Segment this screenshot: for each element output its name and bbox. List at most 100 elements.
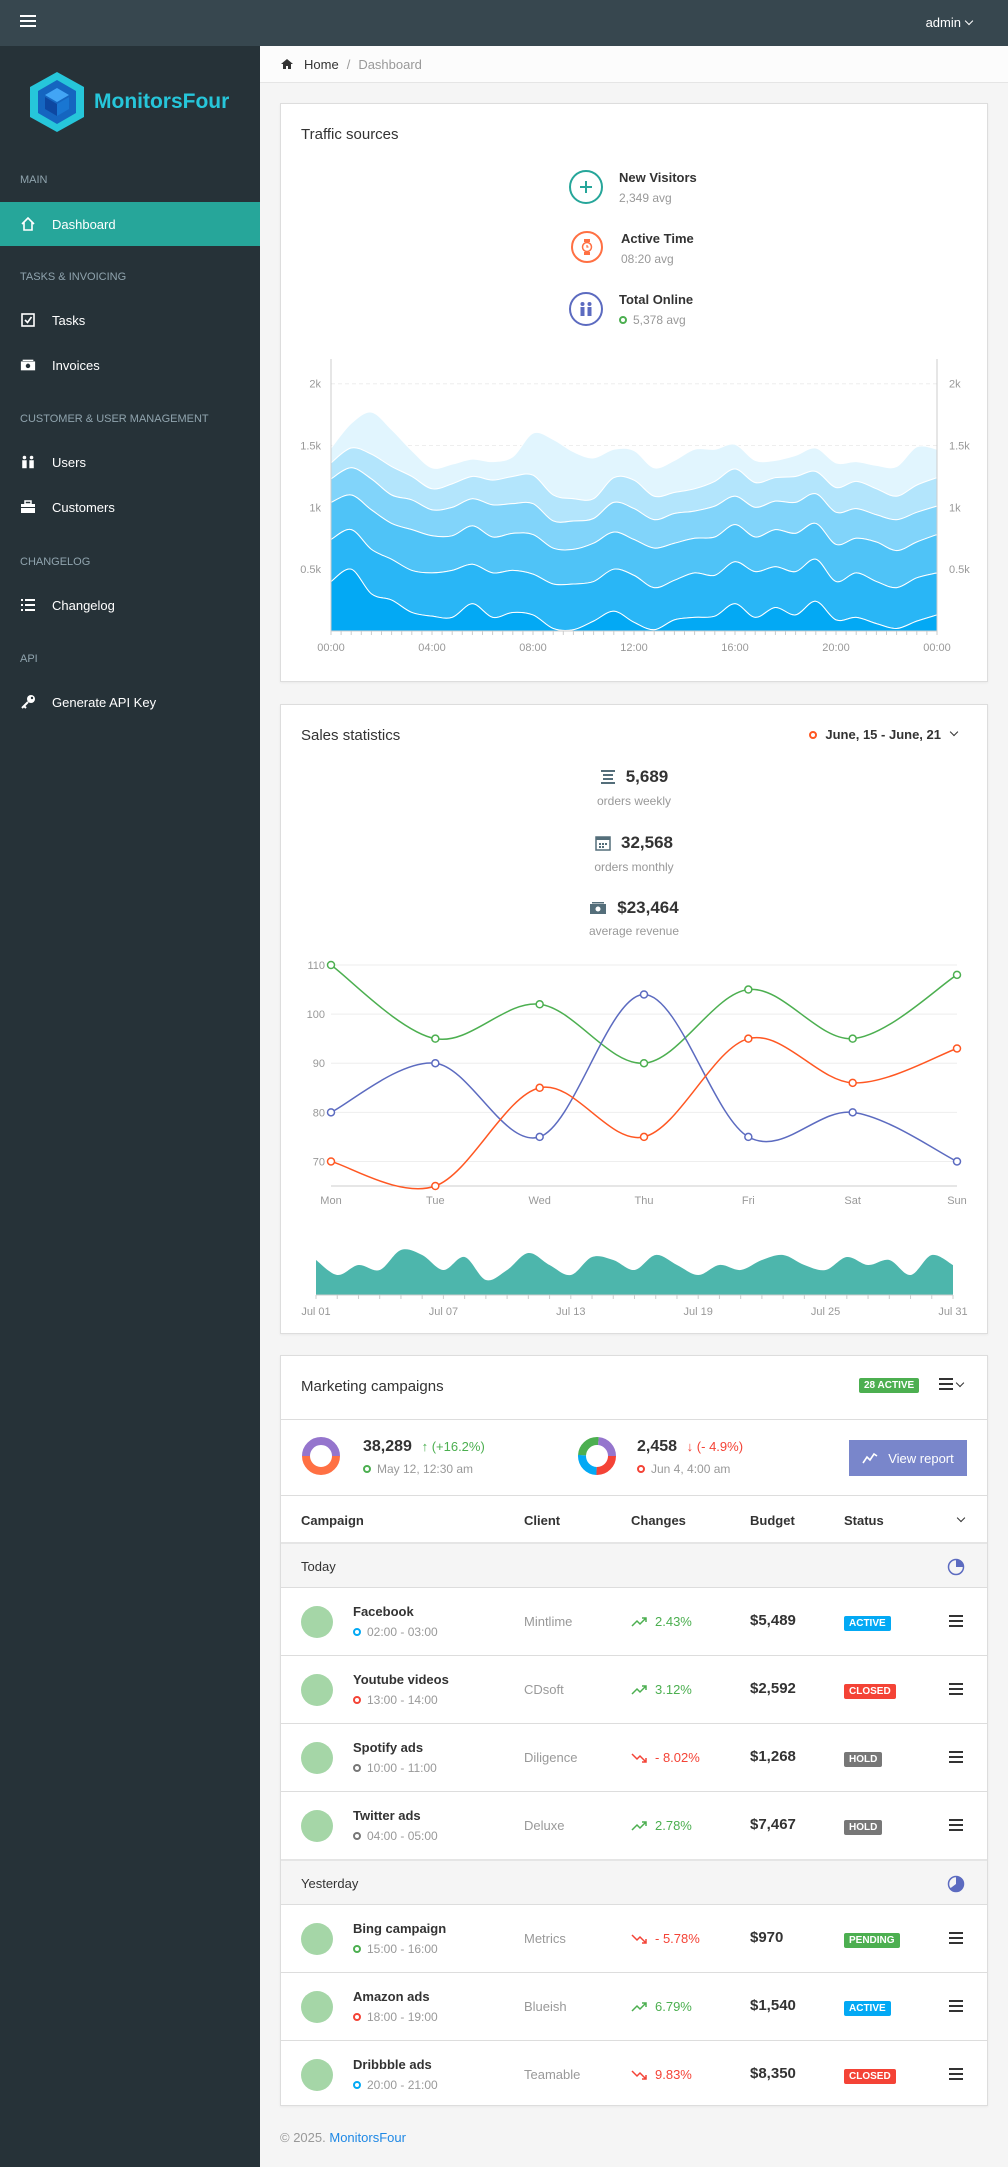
trending-up-icon xyxy=(631,1820,647,1831)
budget-value: $1,268 xyxy=(750,1748,796,1765)
date-range-picker[interactable]: June, 15 - June, 21 xyxy=(809,727,959,742)
status-dot xyxy=(353,1764,361,1772)
pie-chart-icon[interactable] xyxy=(947,1875,965,1893)
row-menu-icon[interactable] xyxy=(949,2068,963,2080)
chevron-down-icon[interactable] xyxy=(956,1513,966,1523)
table-row[interactable]: Facebook 02:00 - 03:00 Mintlime 2.43% $5… xyxy=(281,1588,987,1656)
summary-value: 38,289 xyxy=(363,1438,412,1455)
row-menu-icon[interactable] xyxy=(949,1683,963,1695)
row-menu-icon[interactable] xyxy=(949,1751,963,1763)
campaign-name[interactable]: Youtube videos xyxy=(353,1672,449,1687)
view-report-button[interactable]: View report xyxy=(849,1440,967,1476)
stat-value: 5,689 xyxy=(625,767,669,786)
avatar xyxy=(301,2059,333,2091)
campaigns-menu[interactable] xyxy=(939,1378,965,1393)
sidebar-item-invoices[interactable]: Invoices xyxy=(0,343,260,387)
x-tick-label: 08:00 xyxy=(519,642,547,654)
client-name: CDsoft xyxy=(524,1682,564,1697)
avatar xyxy=(301,1742,333,1774)
mini-area xyxy=(316,1249,953,1295)
trending-down-icon xyxy=(631,1933,647,1944)
divider xyxy=(281,1495,987,1496)
list-icon xyxy=(20,597,36,613)
user-menu[interactable]: admin xyxy=(925,15,974,30)
people-icon xyxy=(569,292,603,326)
group-label: Yesterday xyxy=(301,1876,359,1891)
x-tick-label: Jul 31 xyxy=(938,1306,967,1318)
column-header-client[interactable]: Client xyxy=(524,1513,561,1528)
change-value: - 5.78% xyxy=(655,1931,700,1946)
row-menu-icon[interactable] xyxy=(949,1932,963,1944)
column-header-budget[interactable]: Budget xyxy=(750,1513,795,1528)
stat-value: 5,378 avg xyxy=(633,313,686,327)
divider xyxy=(281,1419,987,1420)
campaign-time: 10:00 - 11:00 xyxy=(367,1761,437,1775)
sidebar-item-dashboard[interactable]: Dashboard xyxy=(0,202,260,246)
plus-icon xyxy=(569,170,603,204)
x-tick-label: Wed xyxy=(528,1195,550,1207)
table-row[interactable]: Bing campaign 15:00 - 16:00 Metrics - 5.… xyxy=(281,1905,987,1973)
sidebar-item-customers[interactable]: Customers xyxy=(0,485,260,529)
y-tick-label: 90 xyxy=(313,1058,325,1070)
sidebar-item-changelog[interactable]: Changelog xyxy=(0,583,260,627)
marketing-campaigns-card: Marketing campaigns 28 active 38,289 ↑ (… xyxy=(280,1355,988,2106)
avatar xyxy=(301,1606,333,1638)
table-row[interactable]: Twitter ads 04:00 - 05:00 Deluxe 2.78% $… xyxy=(281,1792,987,1860)
summary-time: Jun 4, 4:00 am xyxy=(651,1462,731,1476)
trending-up-icon xyxy=(631,1684,647,1695)
x-tick-label: 04:00 xyxy=(418,642,446,654)
budget-value: $2,592 xyxy=(750,1680,796,1697)
user-name: admin xyxy=(925,15,961,30)
y-tick-label: 100 xyxy=(307,1009,325,1021)
campaign-name[interactable]: Bing campaign xyxy=(353,1921,447,1936)
column-header-status[interactable]: Status xyxy=(844,1513,884,1528)
column-header-campaign[interactable]: Campaign xyxy=(301,1513,364,1528)
client-name: Deluxe xyxy=(524,1818,565,1833)
column-header-changes[interactable]: Changes xyxy=(631,1513,686,1528)
table-row[interactable]: Dribbble ads 20:00 - 21:00 Teamable 9.83… xyxy=(281,2041,987,2109)
card-title: Marketing campaigns xyxy=(301,1378,444,1395)
data-point xyxy=(744,1034,753,1043)
stat-value: 2,349 avg xyxy=(619,191,672,205)
campaign-name[interactable]: Facebook xyxy=(353,1604,414,1619)
row-menu-icon[interactable] xyxy=(949,1819,963,1831)
status-badge: Hold xyxy=(844,1820,883,1835)
users-icon xyxy=(20,454,36,470)
y-tick-label-left: 2k xyxy=(309,379,321,391)
status-badge: Pending xyxy=(844,1933,900,1948)
data-point xyxy=(431,1034,440,1043)
campaign-name[interactable]: Twitter ads xyxy=(353,1808,421,1823)
table-row[interactable]: Amazon ads 18:00 - 19:00 Blueish 6.79% $… xyxy=(281,1973,987,2041)
summary-change-value: (- 4.9%) xyxy=(696,1439,744,1454)
campaign-name[interactable]: Spotify ads xyxy=(353,1740,424,1755)
footer-link[interactable]: MonitorsFour xyxy=(329,2130,406,2145)
table-row[interactable]: Spotify ads 10:00 - 11:00 Diligence - 8.… xyxy=(281,1724,987,1792)
row-menu-icon[interactable] xyxy=(949,2000,963,2012)
campaign-name[interactable]: Dribbble ads xyxy=(353,2057,432,2072)
breadcrumb-home[interactable]: Home xyxy=(280,57,339,72)
budget-value: $5,489 xyxy=(750,1612,796,1629)
sidebar-item-generate-api-key[interactable]: Generate API Key xyxy=(0,680,260,724)
pie-chart-icon[interactable] xyxy=(947,1558,965,1576)
brand-logo[interactable]: MonitorsFour xyxy=(28,70,229,134)
x-tick-label: 16:00 xyxy=(721,642,749,654)
menu-toggle-icon[interactable] xyxy=(20,15,36,29)
stat-label: New Visitors xyxy=(619,170,697,185)
data-point xyxy=(848,1108,857,1117)
card-title: Sales statistics xyxy=(301,727,401,744)
trending-up-icon xyxy=(631,2001,647,2012)
campaign-summary-1: 38,289 ↑ (+16.2%) May 12, 12:30 am xyxy=(363,1438,485,1476)
chart-line-icon xyxy=(862,1452,878,1464)
sidebar-item-tasks[interactable]: Tasks xyxy=(0,298,260,342)
row-menu-icon[interactable] xyxy=(949,1615,963,1627)
traffic-sources-card: Traffic sources New Visitors 2,349 avg Ac… xyxy=(280,103,988,682)
date-range-label: June, 15 - June, 21 xyxy=(825,727,941,742)
brand-name: MonitorsFour xyxy=(94,90,230,113)
table-row[interactable]: Youtube videos 13:00 - 14:00 CDsoft 3.12… xyxy=(281,1656,987,1724)
status-dot xyxy=(353,2081,361,2089)
sidebar-item-users[interactable]: Users xyxy=(0,440,260,484)
status-badge: Active xyxy=(844,1616,891,1631)
campaign-name[interactable]: Amazon ads xyxy=(353,1989,430,2004)
sales-line-chart: 70 80 90 100 110 Mon Tue Wed Thu Fri Sat Sun xyxy=(307,960,967,1207)
change-value: 6.79% xyxy=(655,1999,692,2014)
